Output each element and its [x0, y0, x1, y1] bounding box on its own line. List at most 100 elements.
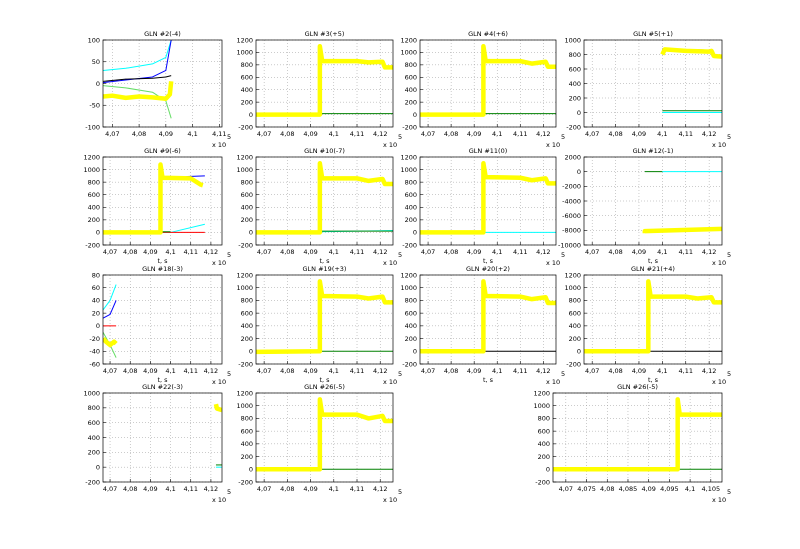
- series-group: [213, 403, 222, 468]
- x-tick-label: 4,1: [657, 248, 667, 256]
- x-tick-label: 4,07: [421, 130, 435, 138]
- x-tick-label: 4,09: [143, 367, 157, 375]
- y-tick-label: 400: [88, 204, 100, 212]
- subplot-title: GLN #26(-5): [617, 383, 658, 391]
- x-scale-label: x 10: [383, 496, 397, 504]
- y-tick-label: 200: [569, 94, 581, 102]
- series-line: [103, 75, 172, 82]
- y-tick-label: 200: [538, 453, 550, 461]
- y-tick-label: -6000: [562, 212, 581, 220]
- axes-frame: [419, 156, 557, 246]
- series-group: [256, 43, 393, 117]
- y-tick-label: 600: [88, 419, 100, 427]
- x-scale-label: x 10: [383, 141, 397, 149]
- y-tick-label: 200: [405, 335, 417, 343]
- x-tick-label: 4,09: [632, 248, 646, 256]
- x-tick-label: 4,1: [329, 485, 339, 493]
- x-tick-label: 4,12: [536, 248, 550, 256]
- x-tick-label: 4,11: [350, 485, 364, 493]
- x-tick-label: 4,08: [123, 367, 137, 375]
- y-tick-label: 0: [577, 168, 581, 176]
- x-tick-label: 4,1: [492, 367, 502, 375]
- x-axis-label: t, s: [157, 257, 168, 265]
- subplot: -200 0 200 400 600 800 1000 1200 4,07 4,08 4,09 4,1…: [236, 147, 402, 267]
- x-axis-label: t, s: [483, 257, 494, 265]
- y-tick-label: -200: [566, 123, 581, 131]
- x-tick-label: 4,11: [513, 367, 527, 375]
- axes-frame: [583, 39, 723, 128]
- y-tick-label: 800: [241, 178, 253, 186]
- series-group: [660, 47, 722, 113]
- x-axis-label: t, s: [648, 376, 659, 384]
- y-tick-label: -4000: [562, 197, 581, 205]
- x-tick-label: 4,08: [280, 367, 294, 375]
- subplot-title: GLN #26(-5): [304, 383, 345, 391]
- y-tick-label: 600: [241, 309, 253, 317]
- x-tick-label: 4,07: [421, 248, 435, 256]
- y-tick-label: 200: [241, 98, 253, 106]
- y-tick-label: 0: [96, 322, 100, 330]
- x-tick-label: 4,12: [373, 130, 387, 138]
- x-tick-label: 4,07: [585, 367, 599, 375]
- axes-frame: [419, 274, 557, 365]
- y-tick-label: 1000: [236, 49, 253, 57]
- y-tick-label: 1200: [236, 271, 253, 279]
- x-tick-label: 4,12: [702, 248, 716, 256]
- x-scale-exponent: 5: [398, 488, 402, 496]
- subplot: -200 0 200 400 600 800 1000 1200 4,07 4,08 4,09 4,1…: [400, 265, 565, 386]
- x-tick-label: 4,08: [608, 130, 622, 138]
- x-tick-label: 4,1: [165, 248, 175, 256]
- x-tick-label: 4,11: [350, 130, 364, 138]
- x-tick-label: 4,08: [444, 367, 458, 375]
- y-tick-label: 800: [538, 415, 550, 423]
- y-tick-label: 0: [413, 229, 417, 237]
- series-line: [256, 161, 393, 235]
- plot-area: [103, 275, 222, 364]
- series-line: [213, 403, 222, 413]
- y-tick-label: -200: [238, 360, 253, 368]
- y-tick-label: 200: [241, 453, 253, 461]
- series-line: [103, 85, 172, 119]
- y-tick-label: 600: [538, 427, 550, 435]
- series-line: [103, 337, 118, 348]
- y-tick-label: -8000: [562, 227, 581, 235]
- x-scale-label: x 10: [212, 496, 226, 504]
- x-tick-label: 4,09: [303, 248, 317, 256]
- x-tick-label: 4,1: [165, 485, 175, 493]
- x-axis-label: t, s: [648, 257, 659, 265]
- series-group: [256, 161, 393, 235]
- y-tick-label: -100: [85, 123, 100, 131]
- y-tick-label: 800: [88, 178, 100, 186]
- subplot-title: GLN #9(-6): [144, 147, 181, 155]
- x-tick-label: 4,12: [373, 367, 387, 375]
- subplot-title: GLN #4(+6): [468, 30, 508, 38]
- x-tick-label: 4,09: [641, 485, 655, 493]
- x-tick-label: 4,08: [280, 248, 294, 256]
- x-tick-label: 4,12: [373, 248, 387, 256]
- axes-frame: [102, 39, 223, 128]
- series-group: [103, 284, 118, 358]
- x-scale-label: x 10: [712, 378, 726, 386]
- y-tick-label: 1000: [400, 166, 417, 174]
- subplot-title: GLN #22(-3): [142, 383, 183, 391]
- series-group: [584, 279, 722, 354]
- series-line: [103, 81, 174, 101]
- x-tick-label: 4,07: [257, 130, 271, 138]
- y-tick-label: 0: [249, 229, 253, 237]
- x-tick-label: 4,11: [350, 367, 364, 375]
- series-group: [642, 171, 722, 234]
- y-tick-label: 600: [241, 191, 253, 199]
- x-scale-exponent: 5: [227, 370, 231, 378]
- x-scale-label: x 10: [383, 378, 397, 386]
- x-tick-label: 4,1: [492, 248, 502, 256]
- y-tick-label: 1200: [400, 36, 417, 44]
- x-tick-label: 4,1: [492, 130, 502, 138]
- x-tick-label: 4,07: [585, 248, 599, 256]
- x-tick-label: 4,08: [280, 485, 294, 493]
- x-tick-label: 4,1: [657, 367, 667, 375]
- x-tick-label: 4,09: [632, 367, 646, 375]
- x-tick-label: 4,09: [303, 367, 317, 375]
- y-tick-label: 1000: [400, 49, 417, 57]
- x-tick-label: 4,07: [103, 485, 117, 493]
- x-scale-label: x 10: [212, 259, 226, 267]
